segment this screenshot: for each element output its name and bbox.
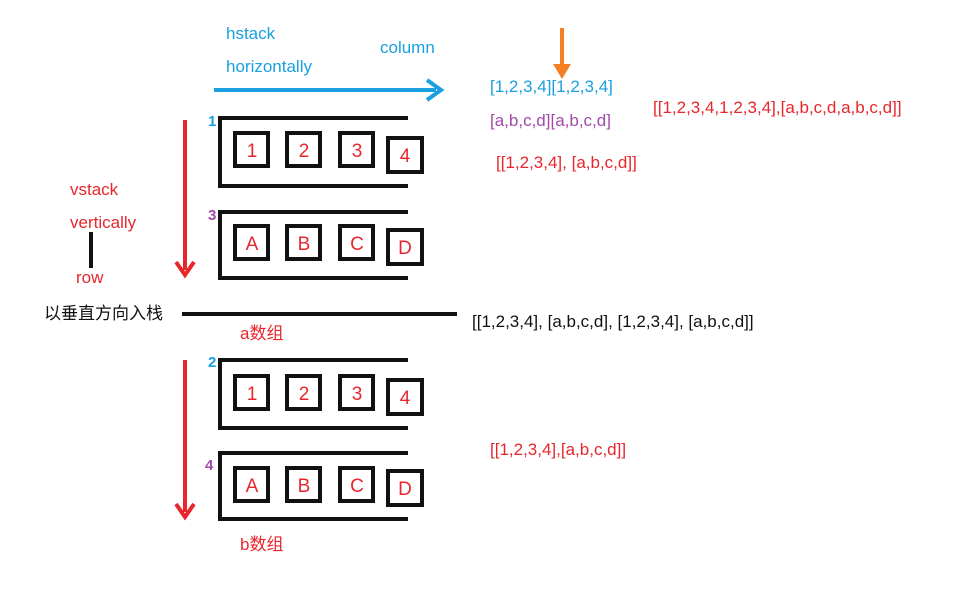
hstack-label: hstack xyxy=(226,24,276,43)
hstack-numbers-row: [1,2,3,4][1,2,3,4] xyxy=(490,77,613,96)
cell-a-let-4: D xyxy=(398,238,412,259)
a-array-value: [[1,2,3,4], [a,b,c,d]] xyxy=(496,153,637,172)
vstack-label: vstack xyxy=(70,180,119,199)
cell-b-num-4: 4 xyxy=(400,388,411,409)
marker-2: 2 xyxy=(208,354,217,371)
vstack-arrow-top xyxy=(174,120,196,279)
hstack-result: [[1,2,3,4,1,2,3,4],[a,b,c,d,a,b,c,d]] xyxy=(653,98,902,117)
cell-b-let-1: A xyxy=(246,476,259,497)
cell-b-let-3: C xyxy=(350,476,364,497)
row-b-letters xyxy=(218,451,424,521)
cell-a-let-1: A xyxy=(246,234,259,255)
cell-a-num-4: 4 xyxy=(400,146,411,167)
horizontally-label: horizontally xyxy=(226,57,312,76)
cell-a-num-3: 3 xyxy=(352,141,363,162)
row-a-letters xyxy=(218,210,424,280)
vertical-stack-label: 以垂直方向入栈 xyxy=(44,304,163,323)
b-array-label: b数组 xyxy=(240,535,284,554)
row-b-numbers xyxy=(218,358,424,430)
vstack-result: [[1,2,3,4], [a,b,c,d], [1,2,3,4], [a,b,c… xyxy=(472,312,754,331)
cell-b-num-3: 3 xyxy=(352,384,363,405)
vstack-arrow-bottom xyxy=(174,360,196,521)
cell-a-num-1: 1 xyxy=(247,141,258,162)
b-array-value: [[1,2,3,4],[a,b,c,d]] xyxy=(490,440,627,459)
marker-4: 4 xyxy=(205,457,214,474)
a-array-label: a数组 xyxy=(240,324,284,343)
cell-a-let-3: C xyxy=(350,234,364,255)
row-label: row xyxy=(76,268,104,287)
marker-3: 3 xyxy=(208,207,217,224)
hstack-arrow xyxy=(214,78,445,102)
column-label: column xyxy=(380,38,435,57)
cell-a-num-2: 2 xyxy=(299,141,310,162)
row-a-numbers xyxy=(218,116,424,188)
vertically-label: vertically xyxy=(70,213,137,232)
marker-1: 1 xyxy=(208,113,217,130)
cell-b-let-4: D xyxy=(398,479,412,500)
hstack-letters-row: [a,b,c,d][a,b,c,d] xyxy=(490,111,611,130)
cell-b-num-1: 1 xyxy=(247,384,258,405)
cell-b-num-2: 2 xyxy=(299,384,310,405)
column-arrow xyxy=(553,28,571,79)
cell-a-let-2: B xyxy=(298,234,311,255)
cell-b-let-2: B xyxy=(298,476,311,497)
